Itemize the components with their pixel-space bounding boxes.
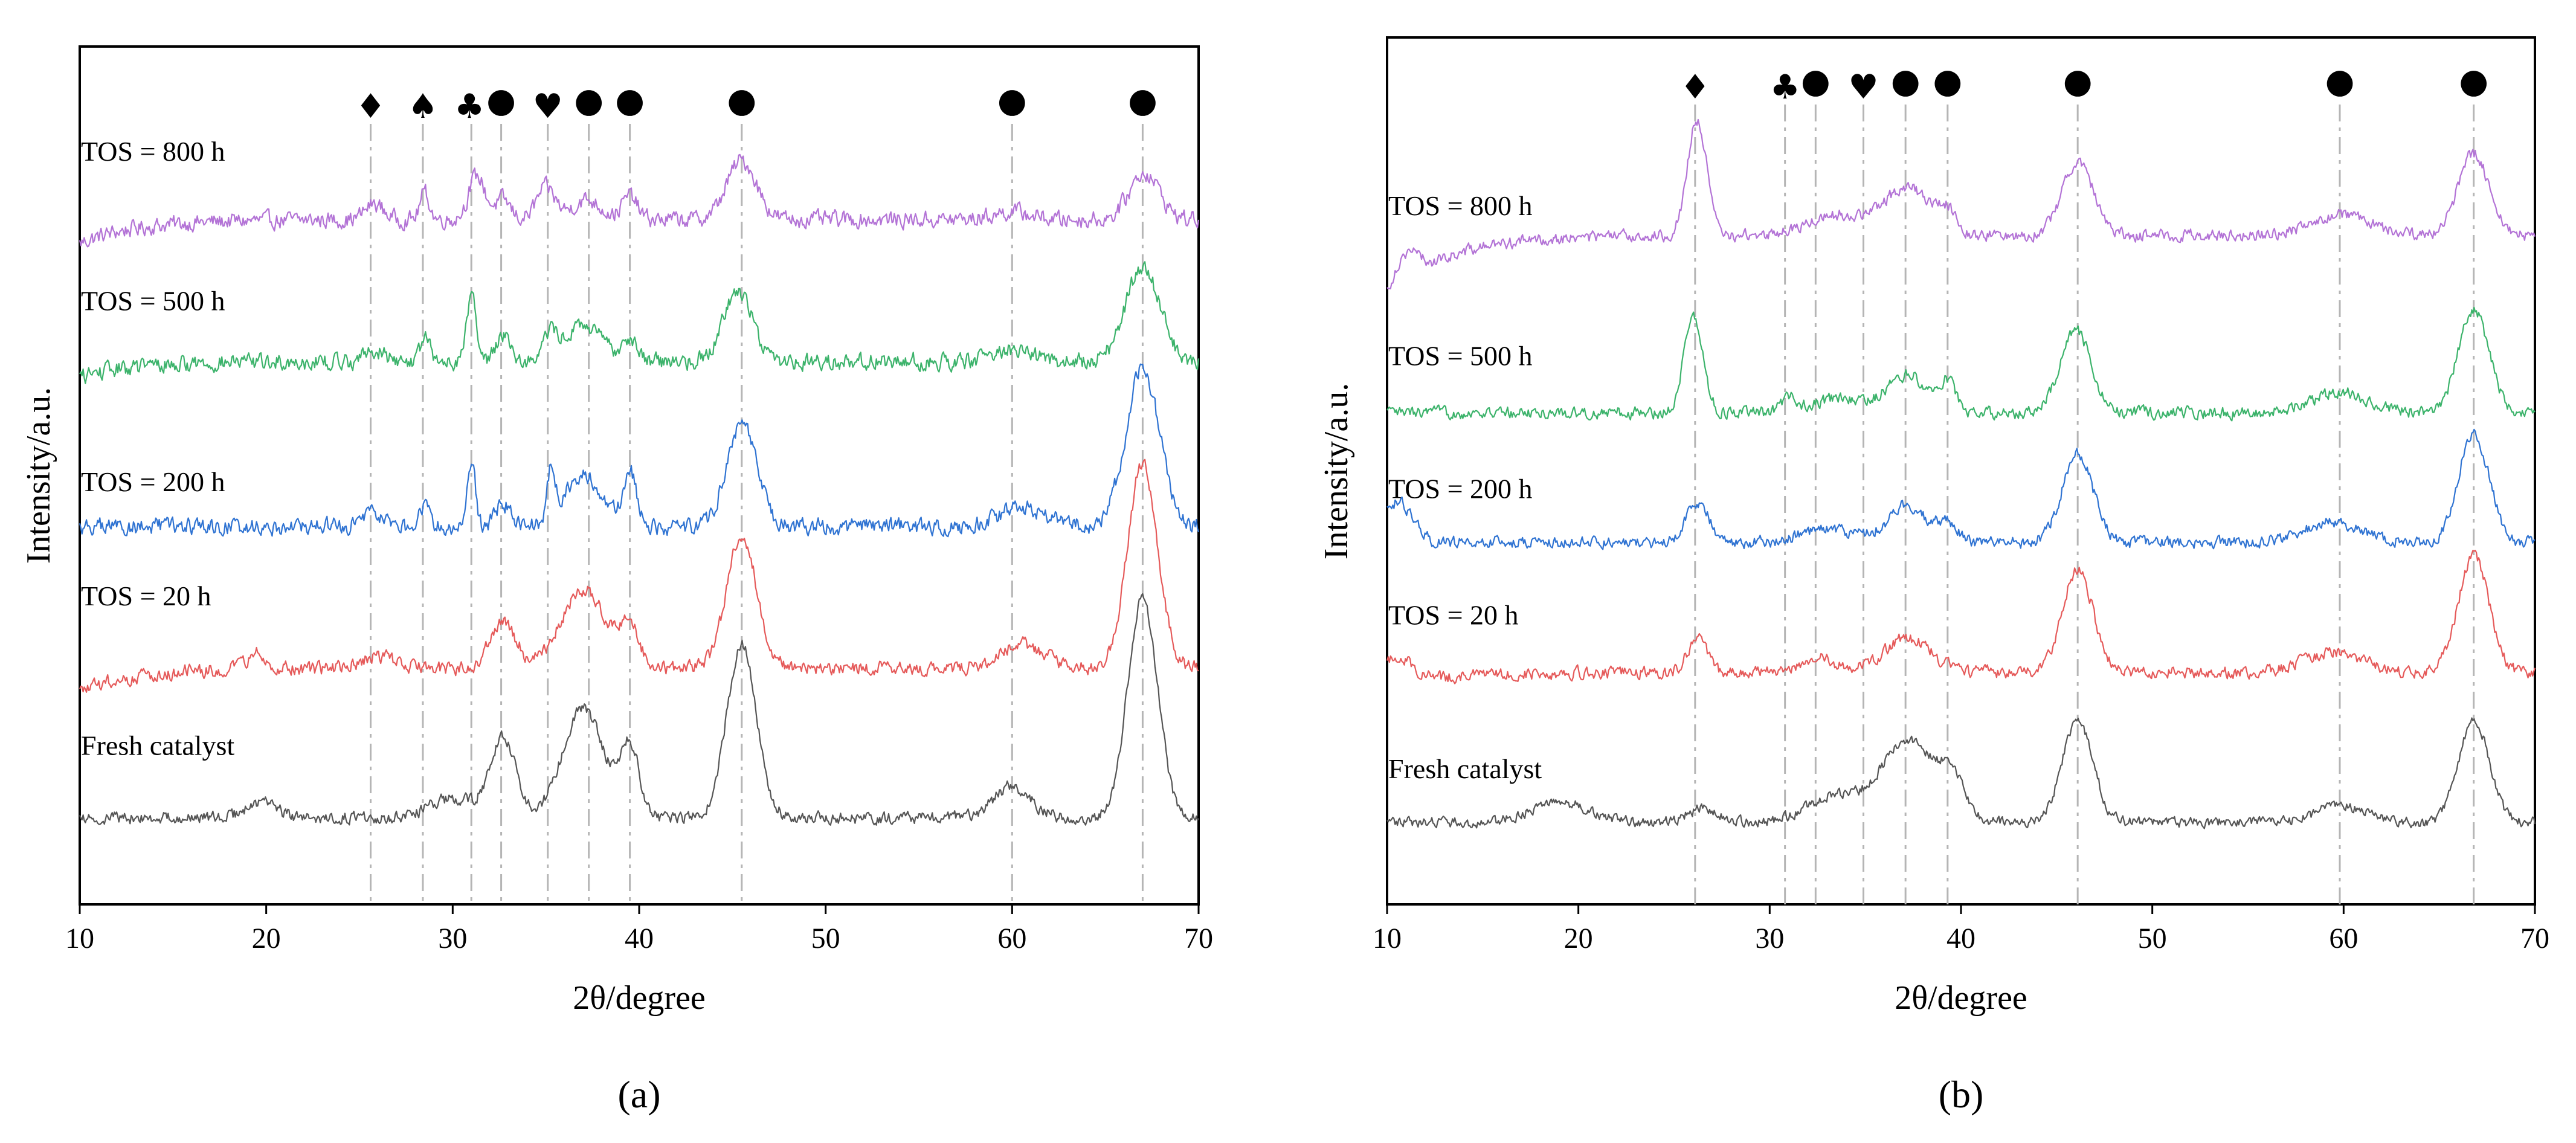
phase-marker: ● (1933, 62, 1962, 101)
phase-marker: ● (615, 81, 645, 120)
series-label: TOS = 20 h (81, 581, 211, 611)
trace-tos-20-h (79, 459, 1199, 693)
x-tick-label: 70 (1184, 922, 1213, 955)
x-tick-label: 70 (2520, 922, 2549, 955)
panel-b-traces (1386, 118, 2536, 829)
panel-a-reference-lines (370, 124, 1144, 904)
series-label: TOS = 800 h (1388, 190, 1533, 221)
panel-a-y-axis-label: Intensity/a.u. (20, 387, 57, 564)
phase-marker: ♣ (454, 87, 485, 126)
x-tick-label: 50 (811, 922, 840, 955)
panel-b-reference-lines (1694, 105, 2475, 904)
phase-marker: ♦ (355, 87, 385, 126)
series-label: TOS = 200 h (81, 466, 225, 497)
phase-marker: ♦ (1680, 68, 1710, 107)
x-tick-label: 60 (2329, 922, 2358, 955)
trace-tos-200-h (1386, 428, 2536, 550)
panel-a-series-labels: TOS = 800 h TOS = 500 h TOS = 200 h TOS = 2… (81, 136, 234, 761)
series-label: TOS = 500 h (81, 285, 225, 316)
series-label: Fresh catalyst (81, 730, 234, 761)
x-tick-label: 50 (2138, 922, 2167, 955)
phase-marker: ● (1801, 62, 1831, 101)
phase-marker: ♥ (533, 87, 563, 126)
panel-a-traces (79, 153, 1200, 826)
series-label: TOS = 200 h (1388, 474, 1533, 504)
phase-marker: ● (2325, 62, 2355, 101)
x-tick-label: 20 (1564, 922, 1593, 955)
phase-marker: ♣ (1770, 68, 1800, 107)
x-tick-label: 20 (252, 922, 281, 955)
x-tick-label: 30 (438, 922, 467, 955)
phase-marker: ♥ (1848, 68, 1878, 107)
phase-marker: ● (997, 81, 1027, 120)
trace-tos-500-h (79, 261, 1200, 384)
phase-marker: ● (574, 81, 604, 120)
phase-marker: ● (2063, 62, 2093, 101)
x-tick-label: 60 (997, 922, 1026, 955)
phase-marker: ● (1128, 81, 1158, 120)
trace-fresh-catalyst (79, 593, 1199, 826)
panel-a-phase-markers: ♦ ♠ ♣ ● ♥ ● ● ● ● ● (355, 81, 1157, 126)
series-label: Fresh catalyst (1388, 753, 1542, 784)
x-tick-label: 10 (1373, 922, 1402, 955)
panel-a-x-ticks (79, 904, 1200, 914)
series-label: TOS = 800 h (81, 136, 225, 167)
x-tick-label: 40 (1946, 922, 1975, 955)
panel-b-series-labels: TOS = 800 h TOS = 500 h TOS = 200 h TOS = 2… (1388, 190, 1542, 784)
trace-tos-800-h (1386, 118, 2536, 290)
phase-marker: ● (1891, 62, 1921, 101)
trace-tos-800-h (79, 153, 1200, 248)
series-label: TOS = 500 h (1388, 340, 1533, 371)
x-tick-label: 10 (65, 922, 94, 955)
panel-b-phase-markers: ♦ ♣ ● ♥ ● ● ● ● ● (1680, 62, 2488, 107)
panel-a-x-tick-labels: 10 20 30 40 50 60 70 (65, 922, 1213, 955)
panel-a-x-axis-label: 2θ/degree (573, 979, 706, 1017)
phase-marker: ● (727, 81, 756, 120)
panel-a: ♦ ♠ ♣ ● ♥ ● ● ● ● ● 10 20 30 40 50 60 70 TOS = 800 hTOS… (20, 45, 1213, 1116)
panel-b-y-axis-label: Intensity/a.u. (1318, 383, 1355, 559)
panel-b-plot-area (1386, 36, 2536, 906)
trace-tos-20-h (1386, 549, 2536, 684)
panel-b-x-axis-label: 2θ/degree (1895, 979, 2027, 1017)
panel-b-caption: (b) (1939, 1073, 1984, 1116)
phase-marker: ● (486, 81, 516, 120)
trace-fresh-catalyst (1386, 717, 2536, 829)
series-label: TOS = 20 h (1388, 600, 1519, 631)
panel-b-x-ticks (1386, 904, 2536, 914)
panel-b: ♦ ♣ ● ♥ ● ● ● ● ● 10 20 30 40 50 60 70 TOS = 800 hTOS … (1318, 36, 2549, 1116)
panel-a-caption: (a) (617, 1073, 660, 1116)
x-tick-label: 40 (625, 922, 654, 955)
x-tick-label: 30 (1755, 922, 1784, 955)
trace-tos-500-h (1386, 306, 2536, 422)
panel-b-x-tick-labels: 10 20 30 40 50 60 70 (1373, 922, 2549, 955)
phase-marker: ♠ (408, 87, 438, 126)
trace-tos-200-h (79, 363, 1200, 538)
phase-marker: ● (2459, 62, 2488, 101)
